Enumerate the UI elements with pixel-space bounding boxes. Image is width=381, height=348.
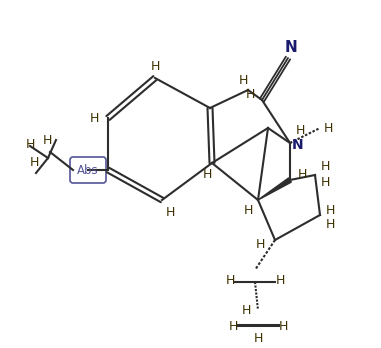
Text: H: H [245, 88, 255, 102]
Text: H: H [238, 73, 248, 87]
Text: H: H [297, 168, 307, 182]
Text: N: N [292, 138, 304, 152]
Text: H: H [228, 321, 238, 333]
Text: H: H [275, 274, 285, 286]
Polygon shape [258, 178, 291, 200]
Text: H: H [320, 160, 330, 174]
Text: H: H [202, 168, 212, 182]
Text: H: H [25, 137, 35, 150]
Text: H: H [225, 274, 235, 286]
Text: H: H [253, 332, 263, 346]
Text: H: H [42, 134, 52, 147]
Text: H: H [89, 111, 99, 125]
Text: H: H [278, 321, 288, 333]
Text: N: N [285, 40, 298, 55]
Text: H: H [241, 303, 251, 316]
Text: H: H [320, 176, 330, 190]
Text: H: H [295, 125, 305, 137]
Text: H: H [29, 156, 39, 168]
Text: H: H [325, 204, 335, 216]
Text: H: H [243, 204, 253, 216]
Text: H: H [150, 60, 160, 72]
FancyBboxPatch shape [70, 157, 106, 183]
Text: Abs: Abs [77, 164, 99, 176]
Text: H: H [165, 206, 174, 219]
Text: H: H [323, 121, 333, 134]
Text: H: H [255, 238, 265, 252]
Text: H: H [325, 219, 335, 231]
